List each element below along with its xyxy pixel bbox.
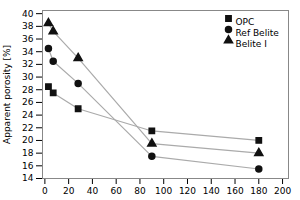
svg-text:14: 14 — [22, 173, 34, 183]
svg-text:26: 26 — [22, 97, 34, 107]
svg-text:20: 20 — [63, 186, 75, 196]
svg-text:28: 28 — [22, 85, 34, 95]
svg-text:36: 36 — [22, 34, 34, 44]
svg-text:120: 120 — [179, 186, 196, 196]
svg-text:18: 18 — [22, 148, 34, 158]
svg-text:24: 24 — [22, 110, 34, 120]
svg-text:180: 180 — [250, 186, 267, 196]
svg-text:100: 100 — [155, 186, 172, 196]
svg-text:40: 40 — [22, 9, 34, 19]
svg-text:Belite I: Belite I — [236, 39, 267, 49]
svg-text:40: 40 — [87, 186, 99, 196]
svg-text:60: 60 — [110, 186, 122, 196]
svg-text:80: 80 — [134, 186, 146, 196]
svg-text:16: 16 — [22, 161, 34, 171]
svg-text:22: 22 — [22, 123, 33, 133]
svg-text:32: 32 — [22, 59, 33, 69]
svg-text:30: 30 — [22, 72, 34, 82]
svg-text:Ref Belite: Ref Belite — [236, 28, 280, 38]
svg-text:34: 34 — [22, 47, 34, 57]
svg-text:38: 38 — [22, 21, 34, 31]
svg-text:160: 160 — [226, 186, 243, 196]
svg-text:0: 0 — [42, 186, 48, 196]
svg-text:200: 200 — [274, 186, 291, 196]
svg-text:140: 140 — [203, 186, 220, 196]
svg-text:Apparent porosity [%]: Apparent porosity [%] — [2, 45, 12, 144]
svg-text:20: 20 — [22, 135, 34, 145]
svg-text:OPC: OPC — [236, 17, 255, 27]
